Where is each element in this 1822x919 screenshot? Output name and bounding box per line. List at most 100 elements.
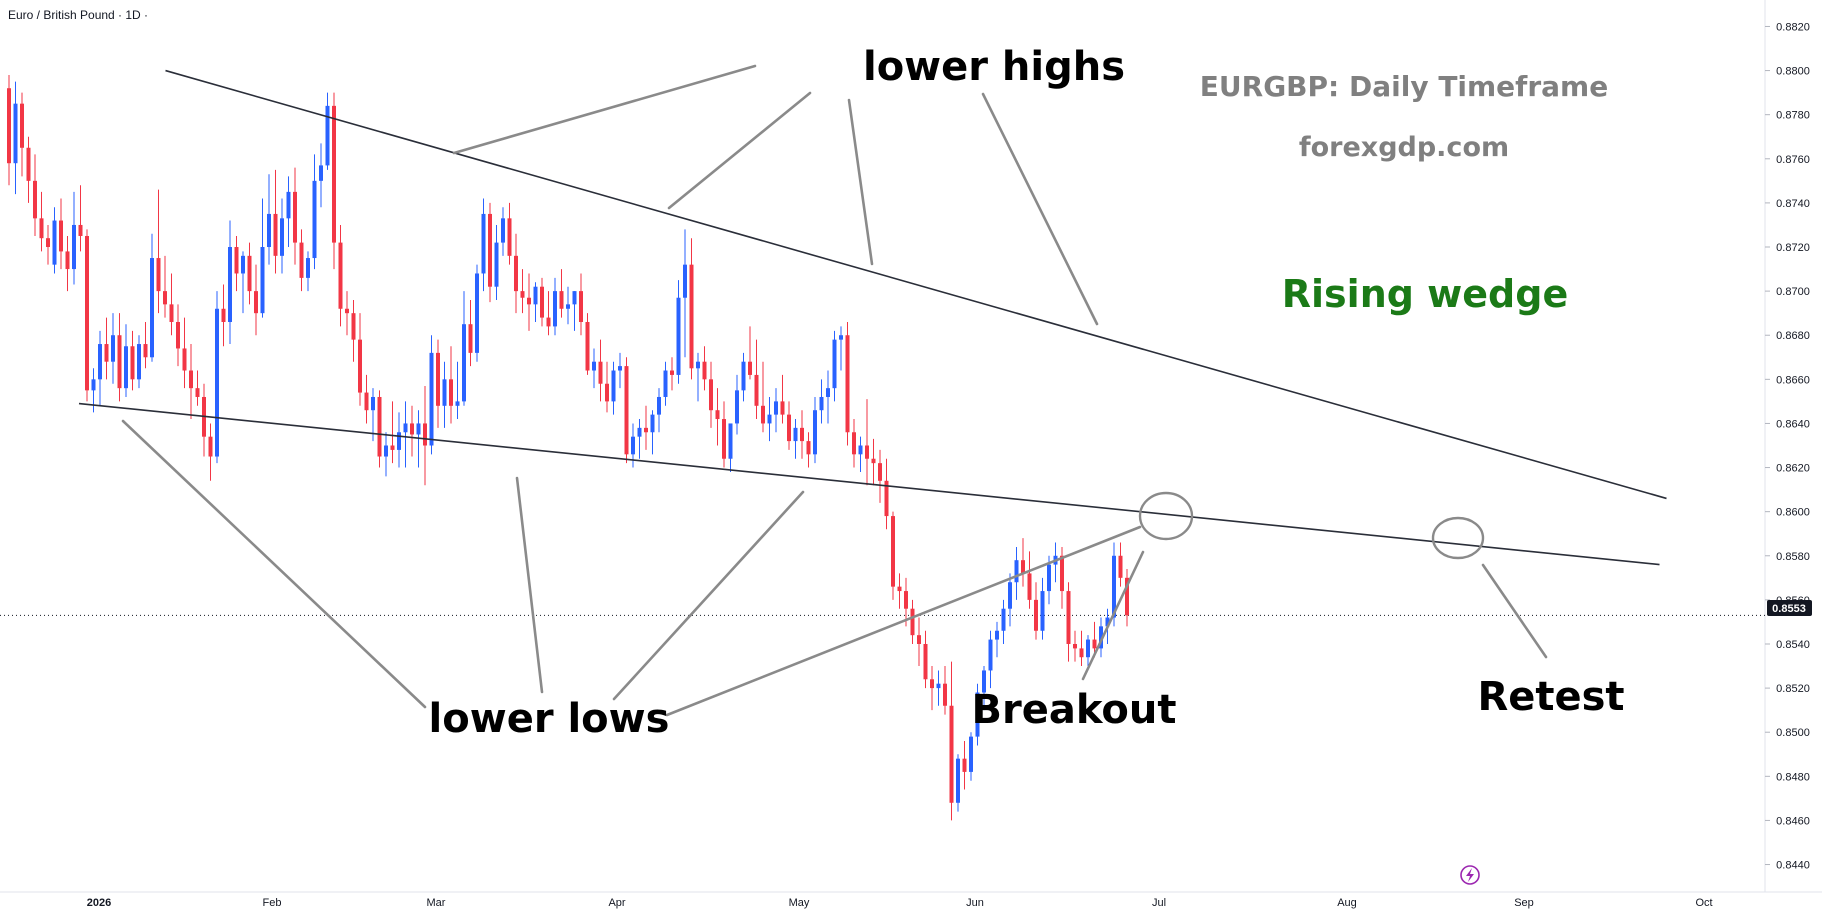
candle[interactable] [286,176,291,248]
candle[interactable] [117,313,122,402]
candle[interactable] [585,313,590,375]
candle[interactable] [468,299,473,367]
candle[interactable] [228,220,232,345]
candle[interactable] [85,229,89,402]
candle[interactable] [676,280,681,384]
candle[interactable] [462,291,466,406]
candle[interactable] [1118,542,1123,587]
candle[interactable] [195,370,200,406]
candle[interactable] [156,189,161,314]
candle[interactable] [683,229,687,358]
candle[interactable] [501,207,505,256]
candle[interactable] [1014,546,1019,600]
candle[interactable] [969,732,973,781]
candle[interactable] [449,346,453,424]
candle[interactable] [858,436,863,472]
candle[interactable] [995,621,999,658]
candle[interactable] [33,154,37,236]
candle[interactable] [930,666,934,711]
candle[interactable] [429,335,434,455]
candle[interactable] [358,313,362,406]
candle[interactable] [1099,617,1103,658]
candle[interactable] [351,299,356,362]
callout-line[interactable] [667,91,812,210]
candle[interactable] [670,357,674,391]
candle[interactable] [826,370,830,424]
candles-series[interactable] [7,74,1129,821]
candle[interactable] [1125,569,1129,627]
candle[interactable] [111,313,115,384]
candle[interactable] [169,273,174,336]
candle[interactable] [611,361,616,415]
candle[interactable] [299,229,304,292]
candle[interactable] [390,401,395,464]
candle[interactable] [761,361,765,433]
lower-highs-label[interactable]: lower highs [863,44,1125,90]
candle[interactable] [819,379,824,424]
candle[interactable] [72,191,76,285]
candle[interactable] [1066,582,1071,662]
candle[interactable] [845,321,850,446]
candle[interactable] [176,304,180,367]
candle[interactable] [592,348,596,389]
candle[interactable] [988,630,993,689]
candle[interactable] [702,346,707,391]
candle[interactable] [624,357,629,464]
callout-line[interactable] [121,419,427,709]
candle[interactable] [696,352,700,402]
candle[interactable] [332,92,336,270]
trendlines[interactable] [78,69,1667,566]
callout-line[interactable] [665,525,1142,717]
lower-lows-label[interactable]: lower lows [429,696,670,742]
candle[interactable] [728,423,733,472]
candle[interactable] [254,264,258,336]
candle[interactable] [124,324,128,397]
candle[interactable] [384,432,388,477]
candle[interactable] [1086,635,1090,667]
rising-wedge-label[interactable]: Rising wedge [1282,272,1568,316]
candle[interactable] [104,317,109,380]
candle[interactable] [1034,582,1038,640]
candle[interactable] [813,396,817,464]
candle[interactable] [748,326,752,380]
candle[interactable] [962,741,967,790]
candle[interactable] [546,291,551,336]
retest-label[interactable]: Retest [1477,674,1624,720]
candle[interactable] [507,202,512,265]
candle[interactable] [241,251,245,314]
candle[interactable] [26,136,31,203]
candle[interactable] [137,335,141,389]
trendline-lower[interactable] [78,402,1660,566]
candle[interactable] [410,405,414,457]
candle[interactable] [364,374,369,424]
candle[interactable] [189,344,193,420]
candle[interactable] [306,251,310,292]
candle[interactable] [1021,538,1025,587]
candle[interactable] [260,198,265,318]
candle[interactable] [130,330,135,391]
breakout-circle[interactable] [1138,491,1194,541]
candle[interactable] [982,666,986,711]
candle[interactable] [618,352,622,389]
candle[interactable] [293,167,297,265]
candle[interactable] [397,412,401,468]
breakout-label[interactable]: Breakout [972,687,1177,733]
candle[interactable] [163,255,167,318]
candle[interactable] [475,264,479,362]
candle[interactable] [46,224,50,265]
time-axis[interactable]: 2026 Feb Mar Apr May Jun Jul Aug Sep Oct [87,897,1713,909]
candle[interactable] [832,330,837,402]
candle[interactable] [800,410,804,459]
candle[interactable] [481,198,486,292]
candle[interactable] [689,238,694,380]
lightning-icon[interactable] [1460,865,1480,885]
candle[interactable] [52,207,57,274]
candle[interactable] [735,374,739,435]
candle[interactable] [403,401,408,468]
candle[interactable] [871,438,876,486]
candle[interactable] [1008,573,1012,627]
candle[interactable] [280,198,284,274]
candle[interactable] [267,174,271,265]
candle[interactable] [215,291,219,464]
candle[interactable] [13,81,18,195]
